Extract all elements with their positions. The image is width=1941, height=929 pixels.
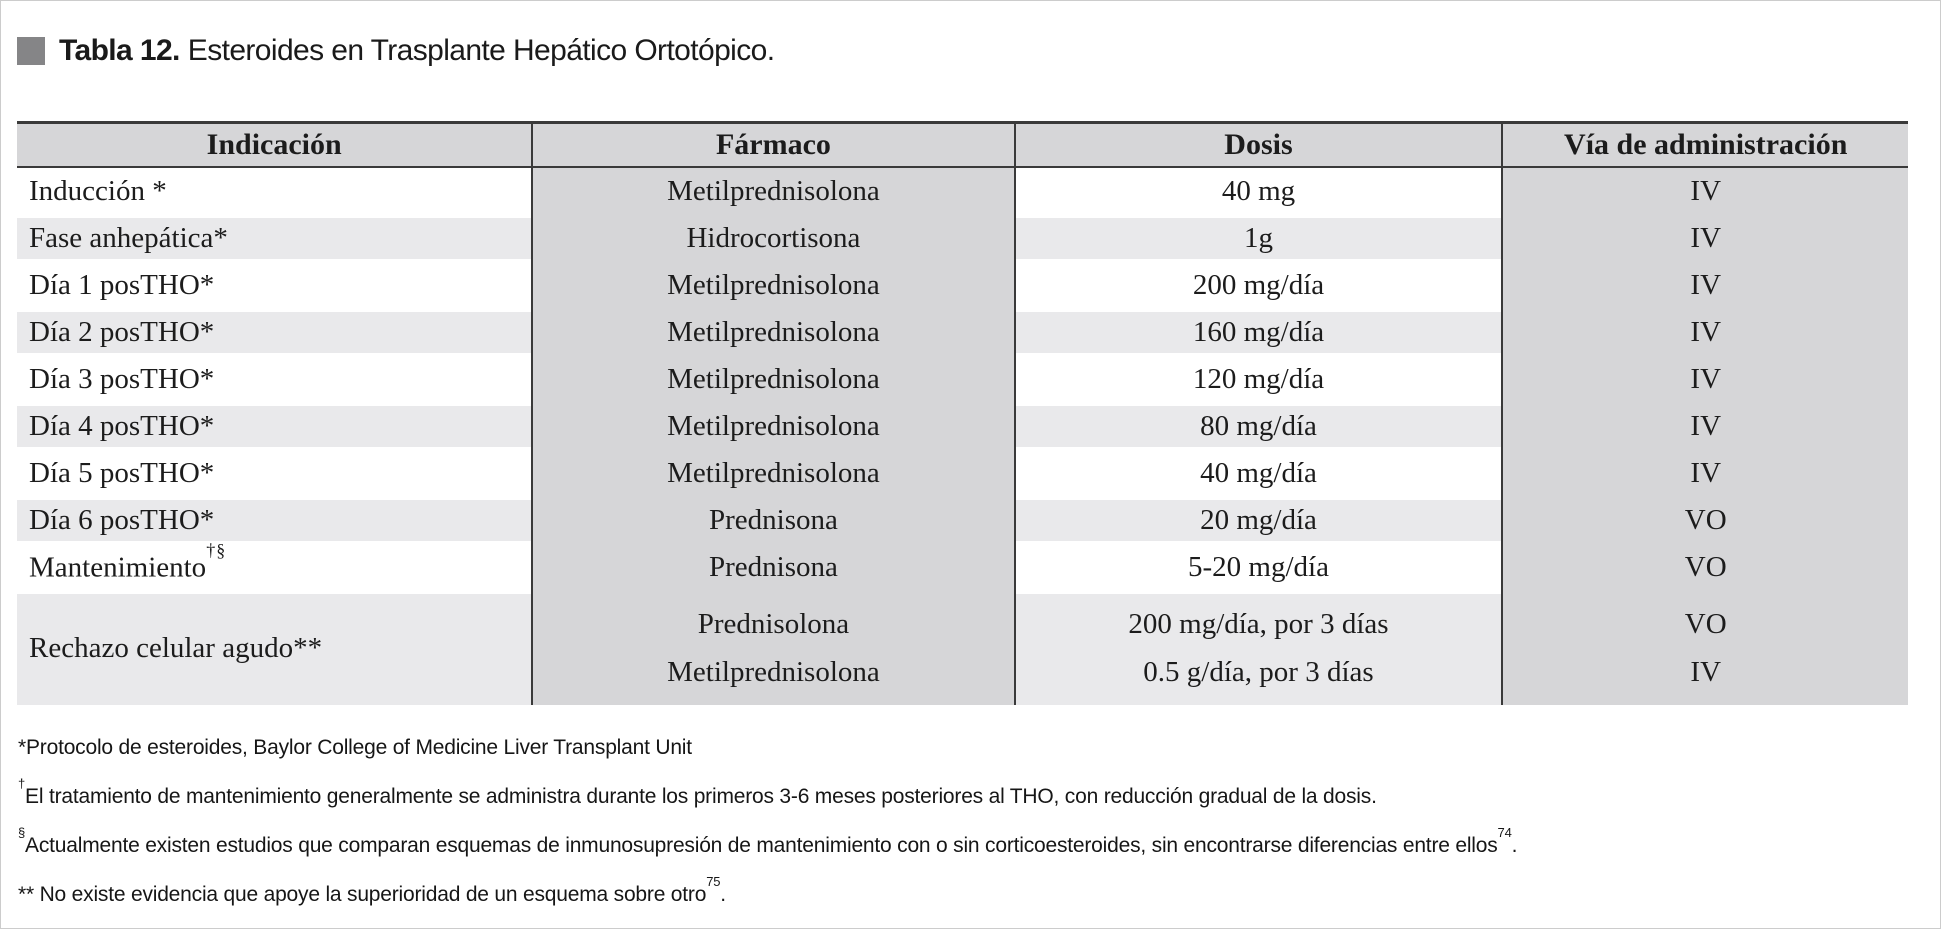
table-row: Día 4 posTHO* Metilprednisolona 80 mg/dí…	[17, 403, 1908, 450]
cell-line: 200 mg/día, por 3 días	[1128, 608, 1389, 640]
col-header-dosis: Dosis	[1013, 121, 1502, 168]
footnote-marker: †	[18, 776, 26, 791]
footnote-evidence: ** No existe evidencia que apoye la supe…	[18, 875, 1918, 906]
cell-via: IV	[1501, 215, 1908, 262]
cell-indicacion: Rechazo celular agudo**	[17, 591, 532, 705]
cell-dosis: 20 mg/día	[1013, 497, 1502, 544]
table-row: Rechazo celular agudo** Prednisolona Met…	[17, 591, 1908, 705]
footnote-marker: §	[18, 825, 26, 840]
table-title-text: Esteroides en Trasplante Hepático Ortotó…	[187, 34, 775, 67]
cell-indicacion: Fase anhepática*	[17, 215, 532, 262]
table-title-label: Tabla 12.	[59, 34, 180, 67]
cell-dosis: 1g	[1013, 215, 1502, 262]
cell-dosis: 160 mg/día	[1013, 309, 1502, 356]
cell-dosis: 40 mg	[1013, 168, 1502, 215]
cell-dosis: 200 mg/día	[1013, 262, 1502, 309]
table-row: Inducción * Metilprednisolona 40 mg IV	[17, 168, 1908, 215]
footnote-text: Actualmente existen estudios que compara…	[25, 834, 1498, 857]
col-header-indicacion: Indicación	[17, 121, 532, 168]
footnote-text: Protocolo de esteroides, Baylor College …	[25, 736, 692, 759]
footnote-text: El tratamiento de mantenimiento generalm…	[25, 785, 1377, 808]
footnote-marker: *	[18, 736, 26, 759]
footnote-protocol: *Protocolo de esteroides, Baylor College…	[18, 737, 1918, 759]
col-header-via: Vía de administración	[1501, 121, 1908, 168]
footnote-tail: .	[1511, 834, 1518, 857]
table-row: Mantenimiento†§ Prednisona 5-20 mg/día V…	[17, 540, 1908, 591]
cell-line: VO	[1684, 608, 1727, 640]
cell-indicacion: Inducción *	[17, 168, 532, 215]
table-row: Día 6 posTHO* Prednisona 20 mg/día VO	[17, 497, 1908, 544]
cell-line: IV	[1690, 656, 1722, 688]
cell-farmaco: Metilprednisolona	[531, 262, 1014, 309]
cell-via: IV	[1501, 356, 1908, 403]
col-header-farmaco: Fármaco	[531, 121, 1014, 168]
cell-indicacion: Día 5 posTHO*	[17, 450, 532, 497]
cell-farmaco: Prednisona	[531, 544, 1014, 591]
cell-farmaco: Metilprednisolona	[531, 450, 1014, 497]
cell-farmaco: Metilprednisolona	[531, 403, 1014, 450]
cell-dosis: 5-20 mg/día	[1013, 544, 1502, 591]
footnote-tail: .	[720, 883, 726, 906]
table-row: Día 3 posTHO* Metilprednisolona 120 mg/d…	[17, 356, 1908, 403]
table-row: Día 1 posTHO* Metilprednisolona 200 mg/d…	[17, 262, 1908, 309]
cell-indicacion: Día 4 posTHO*	[17, 403, 532, 450]
table-row: Día 5 posTHO* Metilprednisolona 40 mg/dí…	[17, 450, 1908, 497]
header-row: Indicación Fármaco Dosis Vía de administ…	[17, 121, 1908, 168]
cell-farmaco: Hidrocortisona	[531, 215, 1014, 262]
cell-indicacion: Mantenimiento†§	[17, 540, 532, 591]
cell-dosis: 40 mg/día	[1013, 450, 1502, 497]
footnote-studies: §Actualmente existen estudios que compar…	[18, 826, 1918, 857]
cell-dosis: 80 mg/día	[1013, 403, 1502, 450]
cell-farmaco: Metilprednisolona	[531, 309, 1014, 356]
cell-via: IV	[1501, 168, 1908, 215]
cell-farmaco: Prednisona	[531, 497, 1014, 544]
footnote-maintenance: †El tratamiento de mantenimiento general…	[18, 777, 1918, 808]
cell-farmaco: Metilprednisolona	[531, 356, 1014, 403]
reference-superscript: 74	[1497, 825, 1512, 840]
cell-via: VO	[1501, 497, 1908, 544]
footnote-marker-superscript: †§	[206, 540, 227, 561]
cell-indicacion: Día 1 posTHO*	[17, 262, 532, 309]
cell-indicacion: Día 2 posTHO*	[17, 309, 532, 356]
cell-via: IV	[1501, 262, 1908, 309]
footnote-marker: **	[18, 883, 34, 906]
cell-via: VO	[1501, 544, 1908, 591]
cell-line: Metilprednisolona	[667, 656, 880, 688]
cell-via: VO IV	[1501, 591, 1908, 705]
title-square-icon	[17, 37, 45, 65]
table-title: Tabla 12. Esteroides en Trasplante Hepát…	[17, 34, 775, 68]
footnotes: *Protocolo de esteroides, Baylor College…	[18, 737, 1918, 928]
cell-line: 0.5 g/día, por 3 días	[1143, 656, 1374, 688]
steroids-table: Indicación Fármaco Dosis Vía de administ…	[17, 121, 1908, 705]
cell-dosis: 200 mg/día, por 3 días 0.5 g/día, por 3 …	[1013, 591, 1502, 705]
cell-farmaco: Metilprednisolona	[531, 168, 1014, 215]
cell-indicacion: Día 6 posTHO*	[17, 497, 532, 544]
reference-superscript: 75	[706, 874, 721, 889]
cell-via: IV	[1501, 403, 1908, 450]
footnote-text: No existe evidencia que apoye la superio…	[33, 883, 707, 906]
cell-indicacion: Día 3 posTHO*	[17, 356, 532, 403]
cell-dosis: 120 mg/día	[1013, 356, 1502, 403]
cell-via: IV	[1501, 450, 1908, 497]
cell-via: IV	[1501, 309, 1908, 356]
cell-farmaco: Prednisolona Metilprednisolona	[531, 591, 1014, 705]
table-row: Día 2 posTHO* Metilprednisolona 160 mg/d…	[17, 309, 1908, 356]
cell-text: Mantenimiento	[29, 551, 207, 584]
table-row: Fase anhepática* Hidrocortisona 1g IV	[17, 215, 1908, 262]
cell-line: Prednisolona	[697, 608, 850, 640]
